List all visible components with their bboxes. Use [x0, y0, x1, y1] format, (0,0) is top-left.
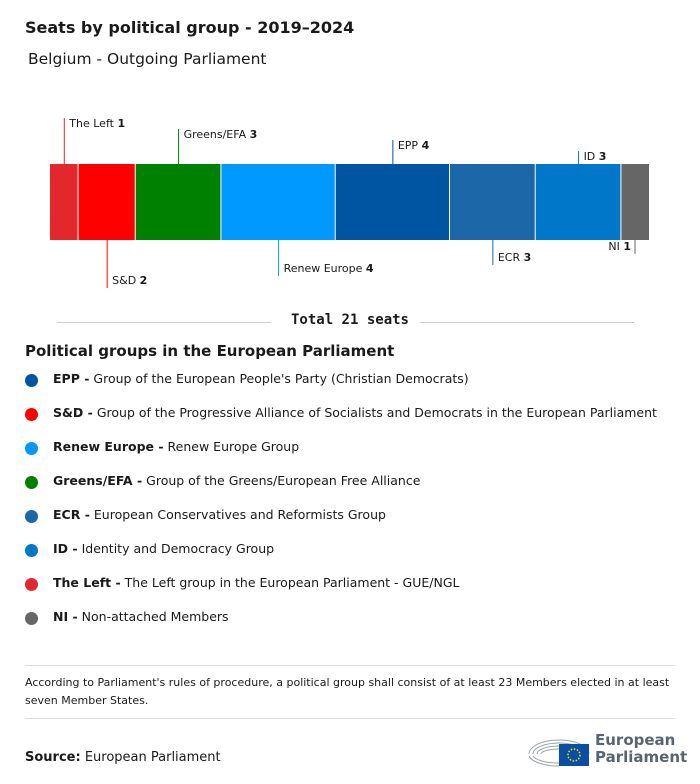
legend-name: The Left group in the European Parliamen…: [124, 575, 460, 590]
legend-dot-icon: [25, 544, 38, 557]
legend-dot-icon: [25, 408, 38, 421]
legend-text: NI - Non-attached Members: [53, 609, 229, 624]
total-seats: Total 21 seats: [0, 312, 700, 328]
segment-value: 3: [523, 251, 532, 264]
legend-abbr: EPP -: [53, 371, 90, 386]
legend-abbr: The Left -: [53, 575, 121, 590]
chart-subtitle: Belgium - Outgoing Parliament: [28, 50, 267, 68]
source-value: European Parliament: [84, 750, 221, 765]
divider: [25, 665, 675, 666]
legend-text: Renew Europe - Renew Europe Group: [53, 439, 299, 454]
legend-name: Group of the Progressive Alliance of Soc…: [96, 405, 657, 420]
divider-left: [57, 322, 271, 323]
stacked-bar-chart: [50, 118, 649, 288]
divider: [25, 718, 675, 719]
segment-label: EPP 4: [398, 139, 429, 152]
logo-text: European Parliament: [595, 731, 688, 766]
legend-item: Renew Europe - Renew Europe Group: [25, 439, 657, 473]
segment-label: Greens/EFA 3: [184, 128, 258, 141]
bar-segment-ni: [621, 164, 649, 240]
legend-name: Group of the European People's Party (Ch…: [93, 371, 469, 386]
legend: EPP - Group of the European People's Part…: [25, 371, 657, 643]
legend-text: S&D - Group of the Progressive Alliance o…: [53, 405, 657, 420]
legend-text: Greens/EFA - Group of the Greens/European…: [53, 473, 420, 488]
segment-name: Greens/EFA: [183, 128, 250, 141]
segment-value: 3: [598, 150, 607, 163]
legend-abbr: Renew Europe -: [53, 439, 164, 454]
source-label: Source:: [25, 750, 81, 765]
bar-segment-the-left: [50, 164, 78, 240]
segment-name: NI: [608, 240, 624, 253]
total-seats-label: Total 21 seats: [284, 312, 415, 328]
segment-label: NI 1: [608, 240, 631, 253]
segment-name: EPP: [397, 139, 422, 152]
segment-label: Renew Europe 4: [284, 262, 374, 275]
legend-name: Identity and Democracy Group: [81, 541, 275, 556]
legend-name: European Conservatives and Reformists Gr…: [93, 507, 386, 522]
legend-abbr: ID -: [53, 541, 78, 556]
legend-dot-icon: [25, 374, 38, 387]
legend-text: The Left - The Left group in the European…: [53, 575, 460, 590]
legend-abbr: S&D -: [53, 405, 93, 420]
segment-name: The Left: [69, 117, 118, 130]
segment-name: ECR: [497, 251, 524, 264]
legend-item: The Left - The Left group in the European…: [25, 575, 657, 609]
legend-text: ID - Identity and Democracy Group: [53, 541, 274, 556]
legend-dot-icon: [25, 612, 38, 625]
divider-right: [420, 322, 634, 323]
legend-dot-icon: [25, 578, 38, 591]
legend-abbr: Greens/EFA -: [53, 473, 143, 488]
bar-segment-s-d: [78, 164, 135, 240]
legend-dot-icon: [25, 442, 38, 455]
legend-name: Non-attached Members: [81, 609, 229, 624]
legend-item: NI - Non-attached Members: [25, 609, 657, 643]
segment-value: 4: [421, 139, 430, 152]
segment-value: 2: [139, 274, 148, 287]
legend-title: Political groups in the European Parliam…: [25, 342, 395, 360]
legend-item: EPP - Group of the European People's Part…: [25, 371, 657, 405]
legend-item: Greens/EFA - Group of the Greens/European…: [25, 473, 657, 507]
bar-segment-greens-efa: [135, 164, 221, 240]
segment-value: 1: [623, 240, 631, 253]
segment-name: S&D: [112, 274, 140, 287]
european-parliament-logo: European Parliament: [525, 730, 688, 770]
legend-item: ID - Identity and Democracy Group: [25, 541, 657, 575]
segment-label: ID 3: [584, 150, 607, 163]
bar-segment-epp: [335, 164, 449, 240]
legend-dot-icon: [25, 476, 38, 489]
segment-value: 3: [249, 128, 258, 141]
legend-name: Renew Europe Group: [167, 439, 300, 454]
bar-segment-renew-europe: [221, 164, 335, 240]
legend-name: Group of the Greens/European Free Allian…: [146, 473, 421, 488]
segment-value: 1: [117, 117, 126, 130]
segment-name: Renew Europe: [283, 262, 366, 275]
legend-text: ECR - European Conservatives and Reformis…: [53, 507, 386, 522]
segment-label: S&D 2: [112, 274, 147, 287]
legend-abbr: ECR -: [53, 507, 90, 522]
hemicycle-icon: [528, 739, 590, 767]
bar-segment-ecr: [450, 164, 535, 240]
legend-text: EPP - Group of the European People's Part…: [53, 371, 469, 386]
chart-title: Seats by political group - 2019–2024: [25, 18, 355, 37]
segment-label: The Left 1: [69, 117, 125, 130]
source: Source: European Parliament: [25, 750, 221, 765]
legend-abbr: NI -: [53, 609, 78, 624]
legend-item: S&D - Group of the Progressive Alliance o…: [25, 405, 657, 439]
footnote: According to Parliament's rules of proce…: [25, 676, 670, 707]
legend-item: ECR - European Conservatives and Reformis…: [25, 507, 657, 541]
bar-segment-id: [535, 164, 621, 240]
segment-value: 4: [365, 262, 374, 275]
segment-name: ID: [583, 150, 599, 163]
segment-label: ECR 3: [498, 251, 531, 264]
legend-dot-icon: [25, 510, 38, 523]
